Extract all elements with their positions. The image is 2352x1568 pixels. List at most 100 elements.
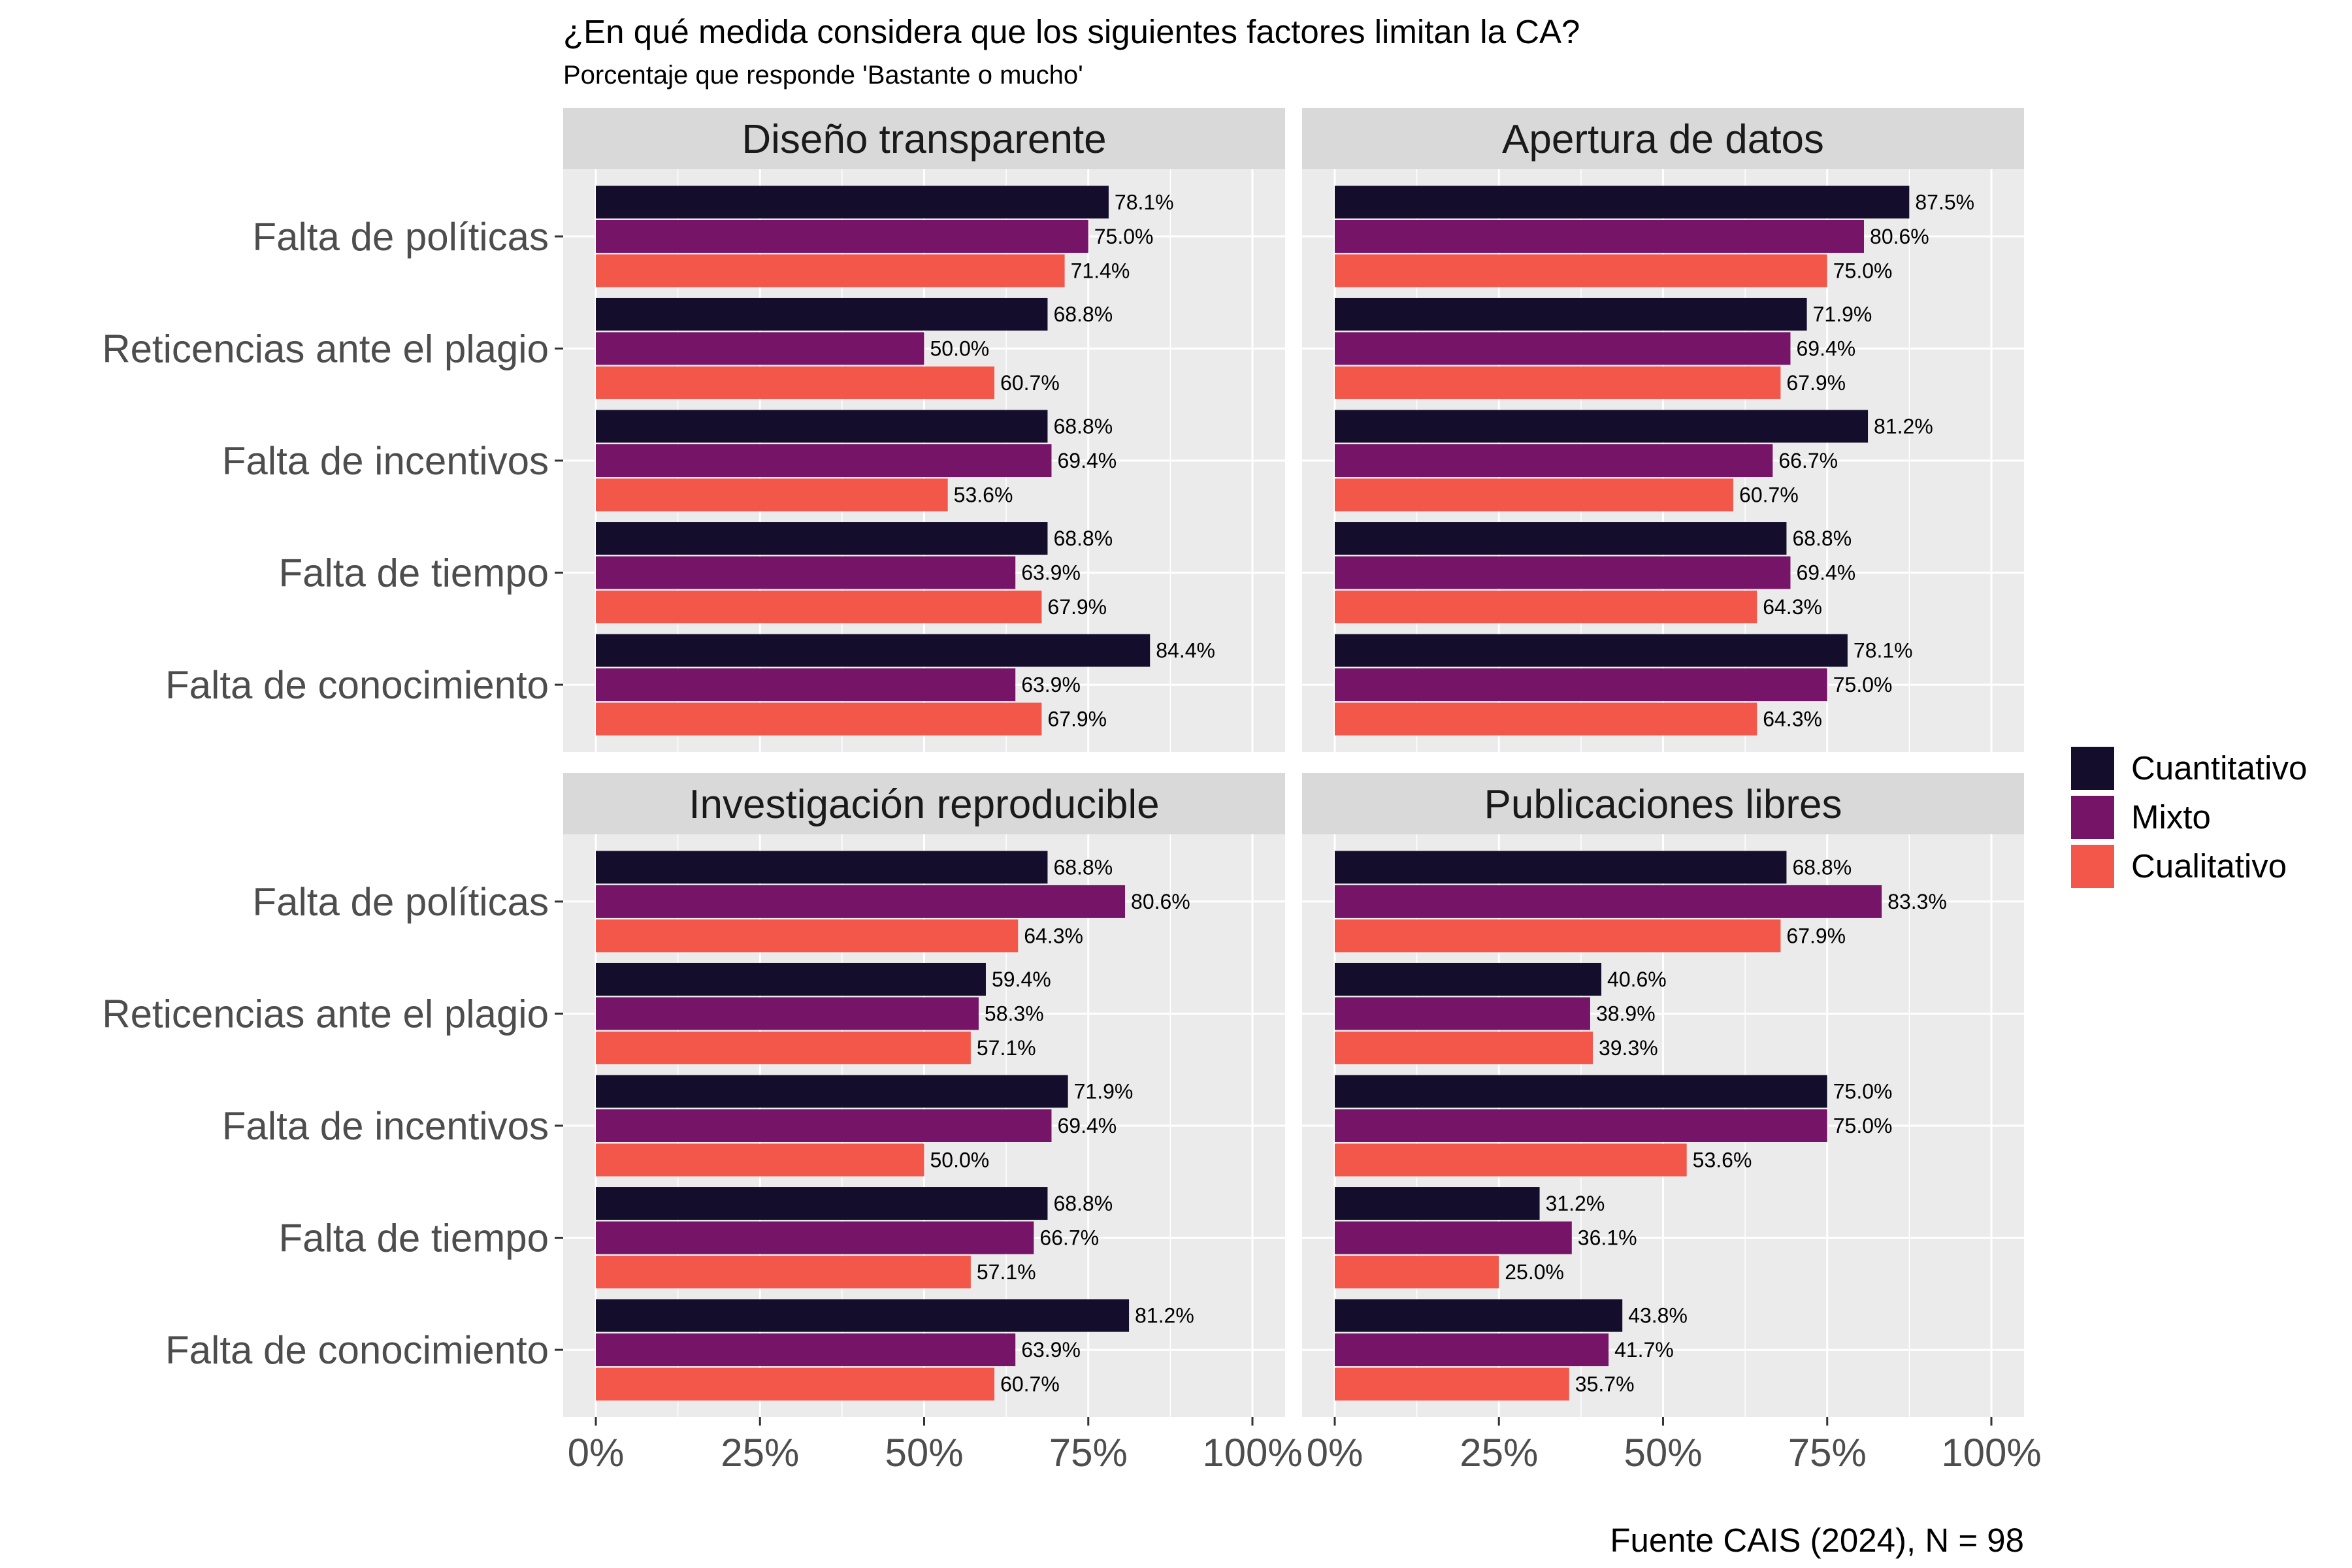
category-label: Falta de políticas	[252, 215, 549, 259]
chart-caption: Fuente CAIS (2024), N = 98	[1610, 1522, 2024, 1559]
data-label: 71.9%	[1813, 302, 1872, 326]
data-label: 68.8%	[1792, 855, 1852, 879]
data-label: 69.4%	[1796, 561, 1855, 585]
bar	[1335, 702, 1757, 736]
bar	[1335, 478, 1734, 512]
bar	[596, 1031, 971, 1064]
bar	[1335, 444, 1773, 477]
data-label: 75.0%	[1833, 673, 1893, 696]
data-label: 87.5%	[1915, 190, 1974, 214]
bar	[1335, 1333, 1609, 1367]
bar	[1335, 556, 1791, 589]
data-label: 67.9%	[1047, 708, 1107, 731]
data-label: 78.1%	[1854, 639, 1913, 662]
bar	[596, 556, 1016, 589]
bar	[596, 1299, 1130, 1332]
data-label: 68.8%	[1053, 527, 1113, 550]
bar	[1335, 885, 1882, 918]
data-label: 84.4%	[1156, 639, 1215, 662]
data-label: 69.4%	[1057, 449, 1117, 472]
bar	[1335, 997, 1590, 1030]
bar	[1335, 1256, 1499, 1289]
data-label: 68.8%	[1053, 415, 1113, 438]
bar	[1335, 410, 1869, 443]
category-label: Falta de incentivos	[222, 439, 549, 483]
bar	[596, 254, 1065, 287]
category-label: Falta de incentivos	[222, 1104, 549, 1148]
bar	[596, 220, 1088, 253]
bar	[1335, 851, 1787, 884]
data-label: 69.4%	[1796, 336, 1855, 360]
panel-title: Publicaciones libres	[1484, 782, 1842, 827]
data-label: 68.8%	[1053, 302, 1113, 326]
bar	[1335, 1367, 1569, 1401]
bar	[596, 885, 1126, 918]
category-label: Falta de políticas	[252, 880, 549, 924]
data-label: 75.0%	[1833, 1080, 1893, 1103]
data-label: 71.9%	[1074, 1080, 1134, 1103]
category-label: Reticencias ante el plagio	[102, 327, 549, 370]
bar	[1335, 668, 1827, 702]
data-label: 83.3%	[1887, 890, 1947, 913]
bar	[1335, 332, 1791, 365]
data-label: 63.9%	[1021, 673, 1081, 696]
bar	[1335, 1299, 1623, 1332]
panel-title: Investigación reproducible	[689, 782, 1159, 827]
data-label: 64.3%	[1024, 924, 1083, 947]
legend-key	[2071, 796, 2114, 839]
data-label: 35.7%	[1575, 1373, 1635, 1396]
chart-title: ¿En qué medida considera que los siguien…	[563, 13, 1580, 50]
panel-strip	[563, 773, 1285, 834]
bar	[596, 522, 1048, 555]
bar	[596, 444, 1052, 477]
legend: Cuantitativo Mixto Cualitativo	[2071, 747, 2307, 888]
x-tick-label: 75%	[1788, 1431, 1867, 1475]
category-label: Falta de conocimiento	[165, 1328, 549, 1372]
panel-strip	[1302, 108, 2024, 169]
bar	[1335, 254, 1827, 287]
data-label: 75.0%	[1094, 225, 1154, 248]
category-label: Reticencias ante el plagio	[102, 992, 549, 1036]
x-tick-label: 100%	[1202, 1431, 1302, 1475]
bar	[1335, 1109, 1827, 1142]
data-label: 80.6%	[1870, 225, 1929, 248]
data-label: 80.6%	[1131, 890, 1190, 913]
panel-2: Apertura de datos 87.5% 80.6% 75.0% 71.9% 69.…	[1302, 108, 2024, 752]
data-label: 53.6%	[954, 483, 1013, 507]
bar	[1335, 1075, 1827, 1108]
bar	[596, 1143, 924, 1177]
panel-title: Diseño transparente	[742, 117, 1106, 162]
bar	[596, 997, 979, 1030]
data-label: 78.1%	[1115, 190, 1174, 214]
chart-subtitle: Porcentaje que responde 'Bastante o much…	[563, 61, 1083, 90]
panels: Diseño transparente 78.1% 75.0% 71.4% Falta …	[102, 108, 2042, 1475]
data-label: 31.2%	[1546, 1192, 1605, 1215]
data-label: 60.7%	[1000, 1373, 1060, 1396]
data-label: 68.8%	[1053, 855, 1113, 879]
bar	[1335, 297, 1807, 331]
bar	[1335, 919, 1781, 953]
data-label: 75.0%	[1833, 259, 1893, 282]
data-label: 25.0%	[1505, 1260, 1564, 1284]
bar	[596, 591, 1042, 624]
bar	[596, 297, 1048, 331]
data-label: 71.4%	[1071, 259, 1130, 282]
bar	[596, 1075, 1068, 1108]
bar	[596, 410, 1048, 443]
bar	[596, 186, 1109, 219]
panel-title: Apertura de datos	[1502, 117, 1824, 162]
bar	[1335, 1187, 1540, 1220]
bar	[596, 366, 995, 399]
legend-label: Cuantitativo	[2131, 749, 2307, 787]
panel-strip	[563, 108, 1285, 169]
data-label: 68.8%	[1053, 1192, 1113, 1215]
bar	[596, 962, 986, 996]
data-label: 60.7%	[1000, 371, 1060, 395]
panel-4: Publicaciones libres 68.8% 83.3% 67.9% 40.6%…	[1302, 773, 2042, 1475]
x-tick-label: 75%	[1049, 1431, 1128, 1475]
data-label: 64.3%	[1763, 708, 1822, 731]
bar	[1335, 522, 1787, 555]
x-tick-label: 50%	[1624, 1431, 1702, 1475]
bar	[596, 919, 1019, 953]
